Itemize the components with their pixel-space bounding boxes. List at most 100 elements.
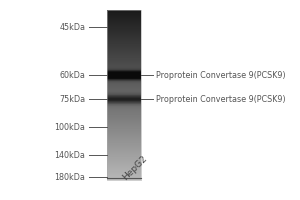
- Bar: [106, 10, 141, 180]
- Bar: [106, 126, 141, 127]
- Bar: [106, 116, 141, 117]
- Bar: [106, 10, 141, 11]
- Bar: [106, 174, 141, 175]
- Bar: [106, 82, 141, 83]
- Bar: [106, 70, 141, 71]
- Bar: [106, 57, 141, 58]
- Bar: [106, 159, 141, 160]
- Bar: [106, 34, 141, 35]
- Bar: [106, 72, 141, 73]
- Bar: [106, 96, 141, 97]
- Bar: [106, 154, 141, 155]
- Bar: [106, 49, 141, 50]
- Bar: [106, 115, 141, 116]
- Bar: [106, 127, 141, 128]
- Text: 60kDa: 60kDa: [60, 71, 86, 79]
- Text: 180kDa: 180kDa: [55, 172, 86, 182]
- Bar: [106, 87, 141, 88]
- Bar: [106, 16, 141, 17]
- Bar: [106, 54, 141, 55]
- Bar: [106, 30, 141, 31]
- Bar: [106, 95, 141, 96]
- Bar: [106, 81, 141, 82]
- Bar: [106, 25, 141, 26]
- Bar: [106, 148, 141, 149]
- Bar: [106, 38, 141, 39]
- Bar: [106, 106, 141, 107]
- Bar: [106, 28, 141, 29]
- Bar: [106, 178, 141, 179]
- Bar: [106, 136, 141, 137]
- Bar: [106, 147, 141, 148]
- Bar: [106, 167, 141, 168]
- Bar: [106, 133, 141, 134]
- Text: Proprotein Convertase 9(PCSK9): Proprotein Convertase 9(PCSK9): [156, 95, 286, 104]
- Bar: [106, 79, 141, 80]
- Bar: [106, 124, 141, 125]
- Bar: [106, 98, 141, 99]
- Bar: [106, 158, 141, 159]
- Bar: [106, 149, 141, 150]
- Text: 140kDa: 140kDa: [55, 150, 86, 160]
- Bar: [106, 14, 141, 15]
- Bar: [106, 92, 141, 93]
- Bar: [106, 110, 141, 111]
- Bar: [106, 156, 141, 157]
- Bar: [106, 69, 141, 70]
- Bar: [106, 107, 141, 108]
- Bar: [106, 86, 141, 87]
- Bar: [106, 161, 141, 162]
- Bar: [106, 168, 141, 169]
- Bar: [106, 51, 141, 52]
- Bar: [106, 48, 141, 49]
- Bar: [106, 119, 141, 120]
- Bar: [106, 80, 141, 81]
- Bar: [106, 89, 141, 90]
- Bar: [106, 61, 141, 62]
- Bar: [106, 131, 141, 132]
- Bar: [106, 15, 141, 16]
- Bar: [106, 76, 141, 77]
- Bar: [106, 93, 141, 94]
- Bar: [106, 31, 141, 32]
- Bar: [106, 32, 141, 33]
- Bar: [106, 170, 141, 171]
- Bar: [106, 176, 141, 177]
- Bar: [106, 173, 141, 174]
- Bar: [106, 122, 141, 123]
- Bar: [106, 23, 141, 24]
- Bar: [106, 42, 141, 43]
- Bar: [106, 18, 141, 19]
- Bar: [106, 24, 141, 25]
- Bar: [106, 78, 141, 79]
- Bar: [106, 151, 141, 152]
- Bar: [106, 118, 141, 119]
- Bar: [106, 166, 141, 167]
- Bar: [106, 101, 141, 102]
- Text: 45kDa: 45kDa: [59, 22, 86, 31]
- Bar: [106, 169, 141, 170]
- Bar: [106, 99, 141, 100]
- Bar: [106, 64, 141, 65]
- Bar: [106, 27, 141, 28]
- Bar: [106, 162, 141, 163]
- Bar: [106, 12, 141, 13]
- Bar: [106, 129, 141, 130]
- Bar: [106, 172, 141, 173]
- Text: Proprotein Convertase 9(PCSK9): Proprotein Convertase 9(PCSK9): [156, 71, 286, 79]
- Bar: [106, 128, 141, 129]
- Bar: [106, 22, 141, 23]
- Bar: [106, 84, 141, 85]
- Bar: [106, 63, 141, 64]
- Bar: [106, 17, 141, 18]
- Bar: [106, 20, 141, 21]
- Bar: [106, 104, 141, 105]
- Bar: [106, 121, 141, 122]
- Bar: [106, 46, 141, 47]
- Bar: [106, 163, 141, 164]
- Bar: [106, 139, 141, 140]
- Bar: [106, 41, 141, 42]
- Bar: [106, 47, 141, 48]
- Bar: [106, 143, 141, 144]
- Bar: [106, 137, 141, 138]
